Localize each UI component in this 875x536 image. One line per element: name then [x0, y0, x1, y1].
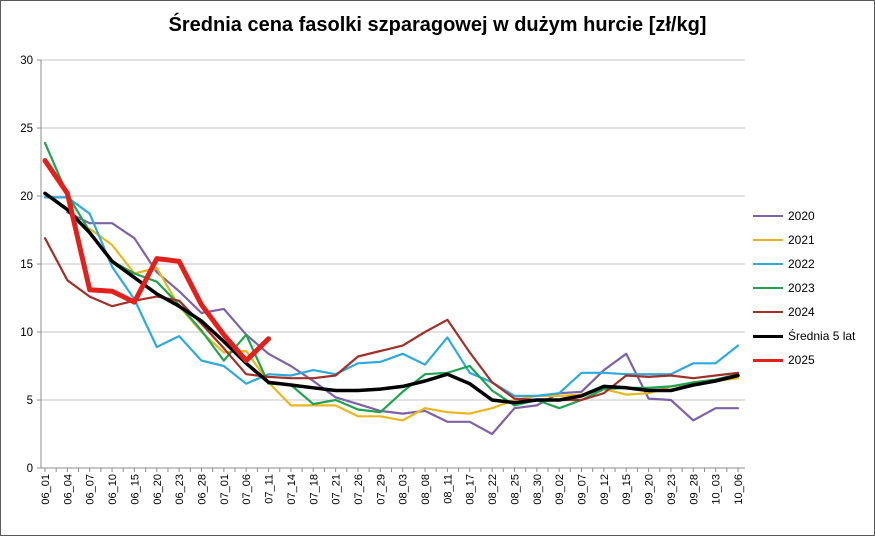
series-line-2022[interactable]	[43, 196, 740, 397]
x-axis-label: 07_06	[241, 474, 253, 505]
x-axis-label: 09_20	[644, 474, 656, 505]
series-line-2020[interactable]	[66, 211, 740, 436]
x-axis-label: 08_25	[509, 474, 521, 505]
x-axis-label: 08_30	[532, 474, 544, 505]
y-axis-label: 20	[20, 191, 33, 203]
x-axis-label: 06_01	[40, 474, 52, 505]
legend-label: 2025	[788, 353, 815, 367]
x-axis-label: 06_15	[129, 474, 141, 505]
legend-item-2022[interactable]: 2022	[753, 252, 873, 276]
legend-label: 2024	[788, 305, 815, 319]
y-axis-label: 30	[20, 55, 33, 67]
x-axis-label: 08_08	[420, 474, 432, 505]
series-line-2021[interactable]	[88, 227, 740, 422]
legend-item-2025[interactable]: 2025	[753, 348, 873, 372]
legend-label: 2023	[788, 281, 815, 295]
legend-item-2020[interactable]: 2020	[753, 204, 873, 228]
x-axis-label: 10_06	[733, 474, 745, 505]
y-axis-label: 15	[20, 259, 33, 271]
legend-line-swatch	[753, 215, 783, 217]
x-axis-label: 08_17	[465, 474, 477, 505]
legend-line-swatch	[753, 334, 783, 338]
series-line-średnia-5-lat[interactable]	[43, 191, 740, 405]
y-axis-label: 10	[20, 327, 33, 339]
x-axis-label: 06_20	[152, 474, 164, 505]
x-axis-label: 09_23	[666, 474, 678, 505]
x-axis-label: 06_23	[174, 474, 186, 505]
x-axis-label: 08_22	[487, 474, 499, 505]
legend-line-swatch	[753, 239, 783, 241]
x-axis-label: 09_28	[688, 474, 700, 505]
x-axis-label: 09_12	[599, 474, 611, 505]
x-axis-label: 08_11	[442, 474, 454, 504]
series-line-2024[interactable]	[43, 237, 740, 402]
legend-label: Średnia 5 lat	[788, 329, 856, 343]
chart-legend: 2020 2021 2022 2023 2024 Średnia 5 lat 2025	[753, 204, 873, 372]
x-axis-label: 07_14	[286, 474, 298, 505]
x-axis-label: 09_15	[621, 474, 633, 505]
x-axis-label: 09_02	[554, 474, 566, 505]
y-axis-label: 0	[27, 463, 33, 475]
chart-title: Średnia cena fasolki szparagowej w dużym…	[168, 14, 707, 36]
legend-item-2024[interactable]: 2024	[753, 300, 873, 324]
legend-line-swatch	[753, 287, 783, 289]
legend-item-2021[interactable]: 2021	[753, 228, 873, 252]
legend-item-2023[interactable]: 2023	[753, 276, 873, 300]
x-axis-label: 07_21	[331, 474, 343, 505]
x-axis-label: 06_07	[85, 474, 97, 505]
x-axis-label: 07_01	[219, 474, 231, 505]
x-axis-label: 07_26	[353, 474, 365, 505]
x-axis-label: 06_10	[107, 474, 119, 505]
x-axis-label: 07_29	[375, 474, 387, 505]
legend-label: 2020	[788, 209, 815, 223]
legend-line-swatch	[753, 358, 783, 362]
legend-item-średnia-5-lat[interactable]: Średnia 5 lat	[753, 324, 873, 348]
x-axis-label: 10_03	[711, 474, 723, 505]
x-axis-label: 06_04	[62, 474, 74, 505]
x-axis-label: 07_11	[264, 474, 276, 504]
legend-line-swatch	[753, 263, 783, 265]
x-axis-label: 08_03	[398, 474, 410, 505]
x-axis-label: 09_07	[577, 474, 589, 505]
x-axis-label: 07_18	[308, 474, 320, 505]
series-line-2025[interactable]	[42, 158, 271, 364]
y-axis-label: 5	[27, 395, 33, 407]
legend-label: 2022	[788, 257, 815, 271]
x-axis-label: 06_28	[196, 474, 208, 505]
legend-label: 2021	[788, 233, 815, 247]
legend-line-swatch	[753, 311, 783, 313]
y-axis-label: 25	[20, 123, 33, 135]
